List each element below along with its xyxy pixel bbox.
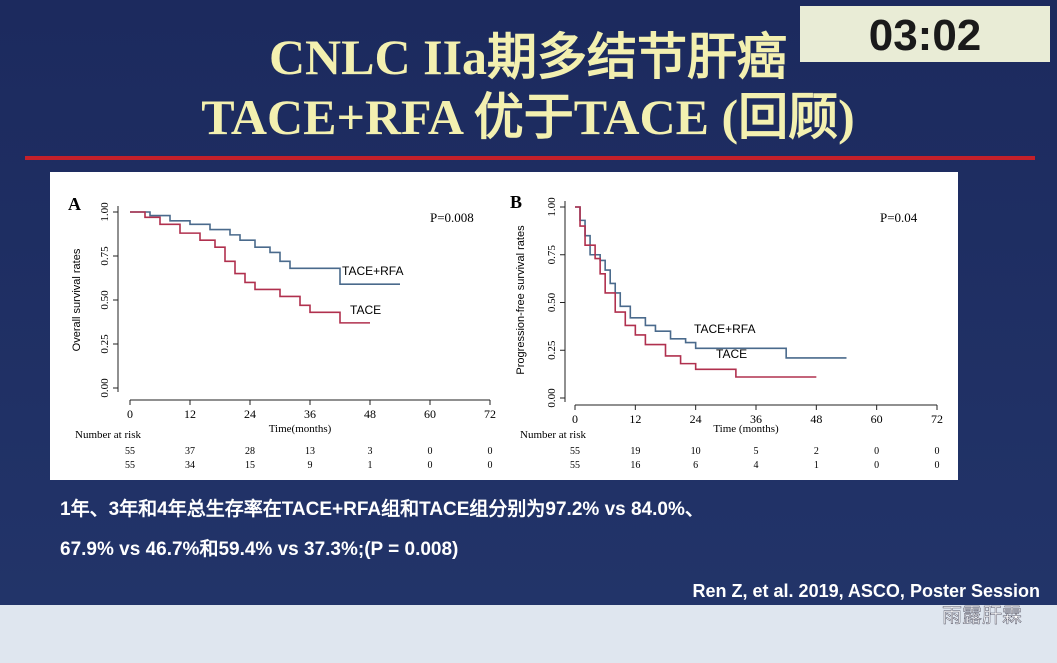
y-tick-label: 0.00 xyxy=(546,388,558,408)
curve-label: TACE+RFA xyxy=(694,322,755,336)
x-tick-label: 36 xyxy=(304,407,316,421)
title-line: CNLC IIa期多结节肝癌 xyxy=(269,29,787,85)
footer-strip xyxy=(0,605,1057,663)
x-tick-label: 36 xyxy=(750,412,762,426)
x-tick-label: 48 xyxy=(364,407,376,421)
x-tick-label: 72 xyxy=(931,412,943,426)
risk-count: 55 xyxy=(570,460,580,471)
summary-text: 1年、3年和4年总生存率在TACE+RFA组和TACE组分别为97.2% vs … xyxy=(60,497,704,520)
risk-count: 13 xyxy=(305,446,315,457)
risk-count: 0 xyxy=(935,446,940,457)
x-tick-label: 24 xyxy=(244,407,256,421)
x-tick-label: 0 xyxy=(572,412,578,426)
y-tick-label: 0.50 xyxy=(546,292,558,312)
p-value: P=0.008 xyxy=(430,210,474,225)
risk-count: 15 xyxy=(245,460,255,471)
risk-count: 1 xyxy=(814,460,819,471)
y-tick-label: 1.00 xyxy=(546,197,558,217)
risk-count: 55 xyxy=(125,460,135,471)
km-curve xyxy=(130,211,400,285)
risk-count: 0 xyxy=(935,460,940,471)
y-tick-label: 0.25 xyxy=(99,334,111,354)
title-line: TACE+RFA 优于TACE (回顾) xyxy=(201,89,855,145)
risk-count: 10 xyxy=(691,446,701,457)
risk-count: 1 xyxy=(368,460,373,471)
x-tick-label: 12 xyxy=(184,407,196,421)
x-tick-label: 24 xyxy=(690,412,702,426)
curve-label: TACE+RFA xyxy=(342,264,403,278)
x-axis-label: Time(months) xyxy=(269,423,332,435)
risk-count: 4 xyxy=(754,460,759,471)
risk-count: 34 xyxy=(185,460,195,471)
risk-count: 55 xyxy=(570,446,580,457)
risk-count: 3 xyxy=(368,446,373,457)
citation: Ren Z, et al. 2019, ASCO, Poster Session xyxy=(693,581,1040,601)
risk-count: 19 xyxy=(630,446,640,457)
y-axis-label: Overall survival rates xyxy=(71,248,83,351)
y-tick-label: 0.25 xyxy=(546,340,558,360)
y-tick-label: 0.75 xyxy=(546,245,558,265)
risk-table-label: Number at risk xyxy=(520,429,586,441)
timer-box xyxy=(800,6,1050,62)
curve-label: TACE xyxy=(716,347,747,361)
risk-count: 37 xyxy=(185,446,195,457)
risk-count: 55 xyxy=(125,446,135,457)
x-tick-label: 0 xyxy=(127,407,133,421)
risk-count: 0 xyxy=(428,446,433,457)
curve-label: TACE xyxy=(350,303,381,317)
x-axis-label: Time (months) xyxy=(713,423,779,435)
panel-letter: B xyxy=(510,192,522,212)
risk-table-label: Number at risk xyxy=(75,429,141,441)
risk-count: 28 xyxy=(245,446,255,457)
x-tick-label: 12 xyxy=(629,412,641,426)
y-tick-label: 0.50 xyxy=(99,290,111,310)
risk-count: 0 xyxy=(874,446,879,457)
km-curve xyxy=(575,206,847,359)
risk-count: 6 xyxy=(693,460,698,471)
risk-count: 5 xyxy=(754,446,759,457)
title-rule xyxy=(25,156,1035,160)
risk-count: 0 xyxy=(428,460,433,471)
km-curve xyxy=(575,206,817,378)
x-tick-label: 48 xyxy=(810,412,822,426)
panel-letter: A xyxy=(68,194,81,214)
km-curve xyxy=(130,211,370,324)
summary-text: 67.9% vs 46.7%和59.4% vs 37.3%;(P = 0.008… xyxy=(60,537,458,560)
risk-count: 2 xyxy=(814,446,819,457)
figure-panel xyxy=(50,172,958,480)
y-axis-label: Progression-free survival rates xyxy=(515,225,527,375)
p-value: P=0.04 xyxy=(880,210,918,225)
risk-count: 16 xyxy=(630,460,640,471)
risk-count: 0 xyxy=(488,446,493,457)
y-tick-label: 0.75 xyxy=(99,246,111,266)
risk-count: 0 xyxy=(488,460,493,471)
x-tick-label: 72 xyxy=(484,407,496,421)
timer: 03:02 xyxy=(869,11,982,60)
x-tick-label: 60 xyxy=(424,407,436,421)
y-tick-label: 0.00 xyxy=(99,378,111,398)
watermark: 雨露肝霖 xyxy=(942,605,1022,627)
risk-count: 9 xyxy=(308,460,313,471)
y-tick-label: 1.00 xyxy=(99,202,111,222)
x-tick-label: 60 xyxy=(871,412,883,426)
risk-count: 0 xyxy=(874,460,879,471)
